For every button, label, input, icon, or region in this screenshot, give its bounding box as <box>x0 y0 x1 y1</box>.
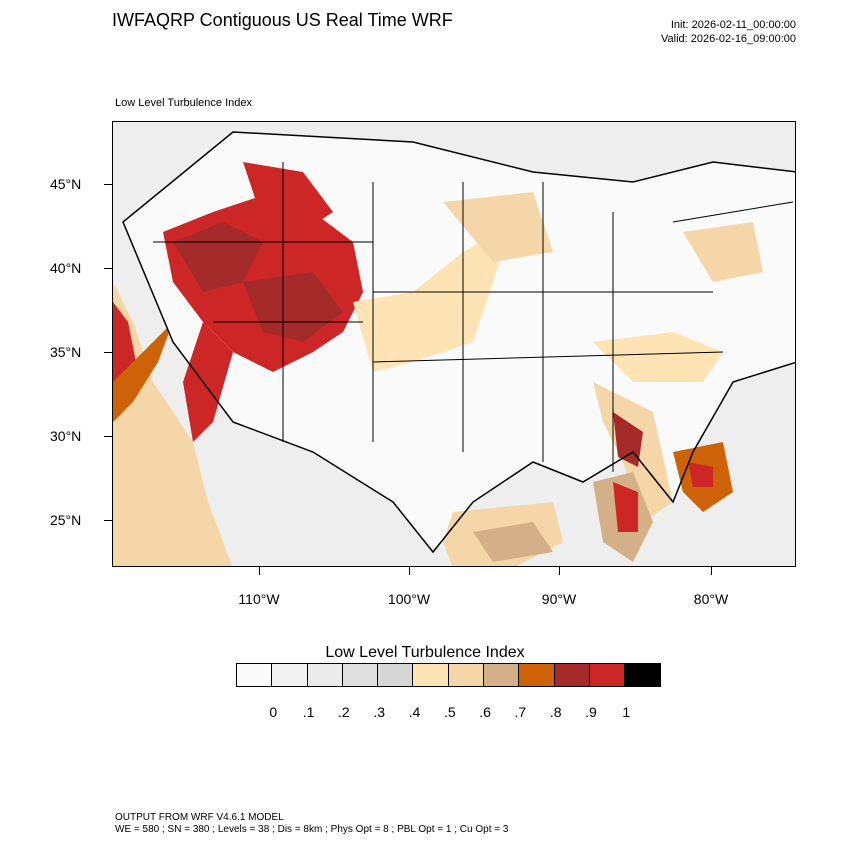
lat-label-35: 35°N <box>50 344 82 360</box>
colorbar-title: Low Level Turbulence Index <box>325 644 525 661</box>
colorbar-label: .7 <box>514 704 527 720</box>
colorbar-label: .5 <box>443 704 456 720</box>
lat-label-25: 25°N <box>50 512 82 528</box>
model-info-line2: WE = 580 ; SN = 380 ; Levels = 38 ; Dis … <box>115 824 509 835</box>
colorbar-cell <box>483 663 520 687</box>
colorbar-cell <box>553 663 590 687</box>
lat-tick <box>104 268 112 269</box>
turbulence-map <box>113 122 795 566</box>
map-panel <box>112 121 796 567</box>
valid-time: Valid: 2026-02-16_09:00:00 <box>661 33 796 45</box>
colorbar-label: .1 <box>302 704 315 720</box>
colorbar-label: .9 <box>585 704 597 720</box>
colorbar-cell <box>412 663 449 687</box>
lat-tick <box>104 520 112 521</box>
init-time: Init: 2026-02-11_00:00:00 <box>670 19 796 31</box>
lat-label-45: 45°N <box>50 176 82 192</box>
lon-tick <box>711 567 712 575</box>
lat-label-30: 30°N <box>50 428 82 444</box>
lon-label-80: 80°W <box>693 591 729 607</box>
lon-label-110: 110°W <box>238 591 280 607</box>
lat-tick <box>104 352 112 353</box>
lat-tick <box>104 436 112 437</box>
page-title: IWFAQRP Contiguous US Real Time WRF <box>112 10 453 30</box>
model-info-line1: OUTPUT FROM WRF V4.6.1 MODEL <box>115 812 284 823</box>
lon-tick <box>409 567 410 575</box>
colorbar-cell <box>306 663 343 687</box>
colorbar <box>236 663 661 687</box>
colorbar-cell <box>236 663 273 687</box>
colorbar-label: 1 <box>622 704 631 720</box>
colorbar-cell <box>588 663 626 687</box>
lat-tick <box>104 184 112 185</box>
colorbar-cell <box>271 663 308 687</box>
colorbar-label: .2 <box>338 704 350 720</box>
colorbar-cell <box>377 663 414 687</box>
lon-label-100: 100°W <box>387 591 431 607</box>
colorbar-cell <box>518 663 555 687</box>
lon-tick <box>259 567 260 575</box>
colorbar-label: .6 <box>479 704 491 720</box>
colorbar-cell <box>447 663 485 687</box>
lon-tick <box>559 567 560 575</box>
colorbar-label: 0 <box>269 704 278 720</box>
lon-label-90: 90°W <box>541 591 577 607</box>
colorbar-label: .8 <box>549 704 562 720</box>
colorbar-label: .4 <box>408 704 421 720</box>
colorbar-cell <box>341 663 379 687</box>
colorbar-cell <box>624 663 661 687</box>
colorbar-label: .3 <box>373 704 386 720</box>
lat-label-40: 40°N <box>50 260 82 276</box>
map-subtitle: Low Level Turbulence Index <box>115 97 252 109</box>
